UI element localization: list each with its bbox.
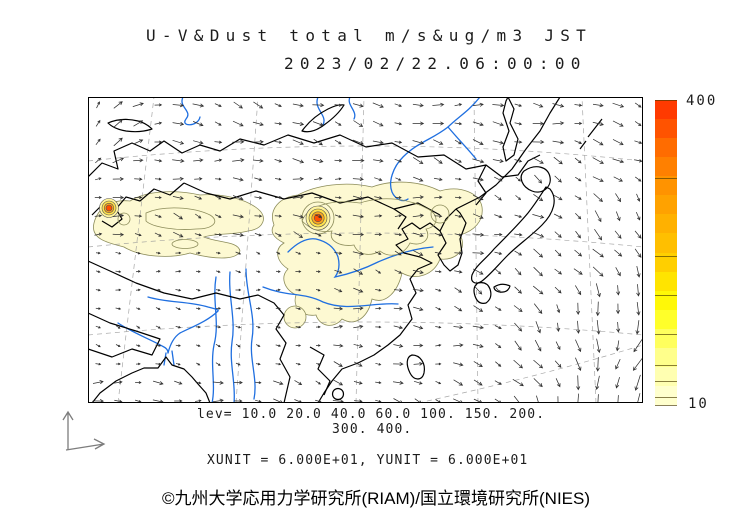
level-legend-line-1: lev= 10.0 20.0 40.0 60.0 100. 150. 200. xyxy=(197,407,546,422)
dust-maximum-west xyxy=(99,198,119,218)
colorbar-cell xyxy=(655,138,677,158)
plot-title: U-V&Dust total m/s&ug/m3 JST xyxy=(146,26,593,45)
colorbar-cell xyxy=(655,328,677,348)
colorbar-cell xyxy=(655,195,677,215)
colorbar-min-label: 10 xyxy=(688,396,709,412)
colorbar-cell xyxy=(655,119,677,139)
colorbar-cell xyxy=(655,176,677,196)
axis-indicator xyxy=(62,410,106,451)
dust-plume-west xyxy=(93,191,264,259)
colorbar-tick xyxy=(655,295,677,296)
colorbar-tick xyxy=(655,404,677,406)
colorbar-tick xyxy=(655,396,677,398)
colorbar-cell xyxy=(655,252,677,272)
colorbar-tick xyxy=(655,99,677,101)
copyright-text: ©九州大学応用力学研究所(RIAM)/国立環境研究所(NIES) xyxy=(161,489,591,508)
colorbar-tick xyxy=(655,365,677,367)
colorbar-cell xyxy=(655,214,677,234)
colorbar-cell xyxy=(655,100,677,120)
plot-timestamp: 2023/02/22.06:00:00 xyxy=(284,54,587,73)
level-legend-line-2: 300. 400. xyxy=(332,422,413,437)
dust-shaded-areas xyxy=(93,181,483,329)
colorbar-tick xyxy=(655,334,677,336)
colorbar-tick xyxy=(655,381,677,383)
dust-blob-small xyxy=(283,305,307,329)
unit-info: XUNIT = 6.000E+01, YUNIT = 6.000E+01 xyxy=(207,453,529,468)
colorbar-cell xyxy=(655,271,677,291)
dust-maximum-east xyxy=(305,205,331,231)
colorbar-cell xyxy=(655,309,677,329)
colorbar-cell xyxy=(655,290,677,310)
wind-arrows-path xyxy=(92,101,643,403)
graticule-lines xyxy=(88,97,643,403)
dust-contours xyxy=(117,198,450,256)
colorbar-gradient xyxy=(655,99,677,406)
colorbar-cell xyxy=(655,366,677,386)
x-axis-arrow-icon xyxy=(65,438,106,451)
map-panel xyxy=(88,97,643,403)
colorbar-tick xyxy=(655,255,677,257)
colorbar-cell xyxy=(655,385,677,405)
colorbar-cell xyxy=(655,157,677,177)
colorbar-cell xyxy=(655,233,677,253)
wind-vector-field xyxy=(92,101,643,403)
map-frame-border xyxy=(88,97,643,403)
colorbar xyxy=(655,99,677,406)
dust-map-svg xyxy=(88,97,643,403)
coastlines-borders xyxy=(88,97,603,403)
y-axis-arrow-icon xyxy=(62,410,74,450)
colorbar-max-label: 400 xyxy=(686,93,718,109)
colorbar-cell xyxy=(655,347,677,367)
colorbar-tick xyxy=(655,177,677,179)
